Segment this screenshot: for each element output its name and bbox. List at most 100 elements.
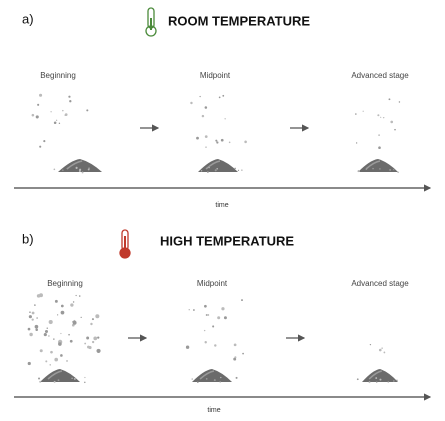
particle bbox=[55, 119, 58, 122]
stage-label: Midpoint bbox=[200, 71, 231, 80]
particle bbox=[91, 340, 95, 344]
particle bbox=[242, 352, 244, 355]
particle bbox=[54, 357, 59, 362]
particle bbox=[190, 101, 193, 105]
panel-label: b) bbox=[22, 231, 34, 246]
particle bbox=[60, 332, 62, 335]
pile bbox=[58, 159, 102, 172]
particle bbox=[214, 169, 217, 172]
particle bbox=[365, 168, 368, 171]
thermometer-green bbox=[145, 7, 157, 37]
particle bbox=[75, 166, 78, 169]
panel-title: HIGH TEMPERATURE bbox=[160, 233, 294, 248]
particle bbox=[95, 314, 100, 319]
panel-label: a) bbox=[22, 11, 34, 26]
particle bbox=[37, 103, 40, 106]
pile bbox=[192, 369, 232, 382]
particle bbox=[60, 304, 64, 308]
particle bbox=[84, 342, 87, 345]
particle bbox=[29, 311, 31, 313]
particle bbox=[397, 171, 399, 174]
axis-label: time bbox=[207, 407, 220, 414]
panel-title: ROOM TEMPERATURE bbox=[168, 13, 310, 28]
particle bbox=[398, 101, 401, 103]
particle bbox=[222, 94, 225, 97]
particle bbox=[86, 336, 90, 340]
particle bbox=[27, 361, 31, 366]
particle bbox=[375, 377, 378, 379]
particle bbox=[54, 299, 58, 303]
particle bbox=[197, 381, 199, 384]
particle bbox=[369, 344, 372, 346]
pile bbox=[40, 369, 80, 382]
particle bbox=[200, 377, 202, 379]
particle bbox=[203, 329, 206, 332]
particle bbox=[50, 350, 53, 354]
particle bbox=[78, 295, 81, 297]
particle bbox=[88, 346, 92, 350]
particle bbox=[379, 168, 381, 170]
particle bbox=[355, 142, 358, 144]
particle bbox=[207, 314, 210, 316]
particle bbox=[205, 377, 208, 380]
particle bbox=[206, 171, 209, 173]
particles bbox=[27, 93, 401, 384]
particle bbox=[228, 141, 231, 144]
particle bbox=[29, 332, 33, 337]
particle bbox=[71, 377, 73, 379]
particle bbox=[36, 294, 41, 298]
particle bbox=[81, 171, 84, 174]
stage-label: Advanced stage bbox=[351, 71, 409, 80]
particle bbox=[84, 381, 86, 384]
pile-highlight bbox=[205, 160, 221, 170]
particle bbox=[377, 114, 380, 117]
particle bbox=[193, 309, 195, 311]
particle bbox=[48, 335, 50, 337]
particle bbox=[70, 303, 74, 307]
particle bbox=[68, 333, 70, 336]
particle bbox=[68, 95, 71, 98]
particle bbox=[204, 135, 208, 139]
particle bbox=[27, 327, 31, 331]
particle bbox=[62, 109, 64, 112]
particle bbox=[38, 377, 41, 380]
particle bbox=[368, 381, 371, 384]
pile bbox=[358, 159, 398, 172]
particle bbox=[191, 378, 194, 380]
particle bbox=[73, 377, 76, 380]
particle bbox=[72, 320, 77, 325]
particle bbox=[60, 354, 63, 357]
particle bbox=[72, 301, 75, 303]
particle bbox=[204, 341, 207, 344]
particle bbox=[88, 167, 91, 170]
particle bbox=[66, 360, 68, 362]
pile bbox=[198, 159, 238, 172]
particle bbox=[91, 318, 94, 321]
particle bbox=[241, 169, 243, 171]
pile-highlight bbox=[368, 370, 382, 380]
particle bbox=[58, 342, 62, 346]
particle bbox=[201, 114, 205, 118]
particle bbox=[200, 170, 203, 172]
particle bbox=[96, 348, 101, 353]
particle bbox=[358, 170, 360, 173]
particle bbox=[380, 116, 382, 118]
particle bbox=[31, 113, 35, 117]
particle bbox=[372, 167, 374, 170]
particle bbox=[64, 113, 68, 116]
particle bbox=[90, 322, 93, 326]
particle bbox=[393, 168, 395, 171]
particle bbox=[39, 349, 43, 353]
particle bbox=[214, 344, 217, 347]
particle bbox=[188, 308, 190, 311]
particle bbox=[45, 360, 48, 363]
particle bbox=[378, 348, 382, 352]
pile bbox=[362, 369, 398, 382]
particle bbox=[97, 336, 100, 339]
particle bbox=[212, 325, 215, 328]
particle bbox=[35, 115, 39, 119]
particle bbox=[376, 381, 378, 383]
particle bbox=[235, 376, 238, 379]
particle bbox=[393, 380, 395, 382]
